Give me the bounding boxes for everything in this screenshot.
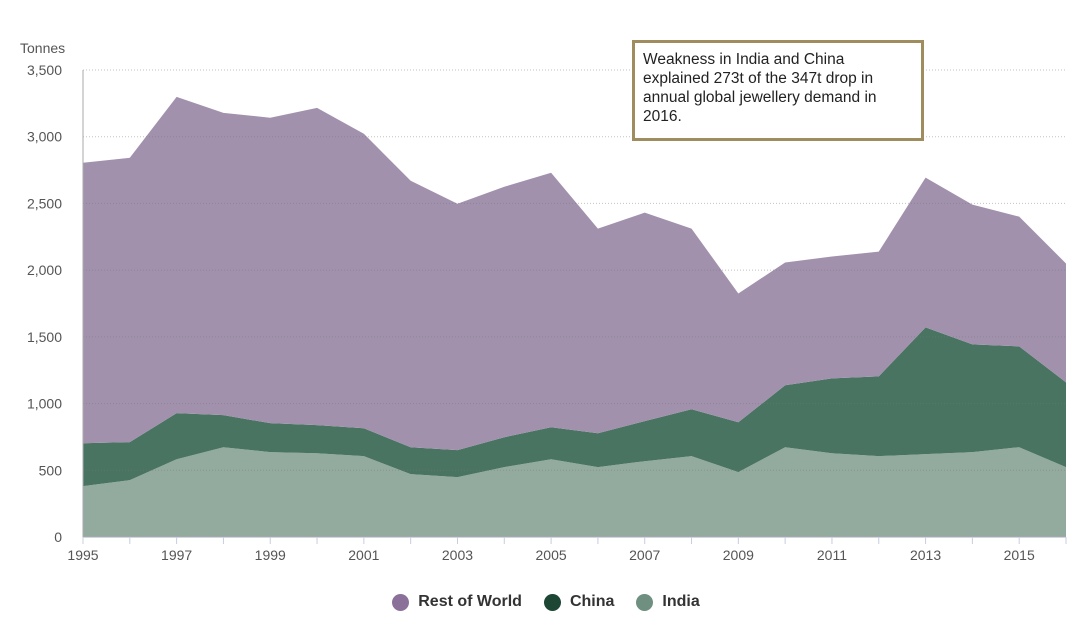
- y-tick-label: 3,500: [27, 62, 62, 78]
- legend-label: Rest of World: [418, 593, 522, 610]
- legend-swatch-rest-of-world: [392, 593, 410, 611]
- y-axis-title: Tonnes: [20, 40, 65, 56]
- legend-label: India: [662, 593, 700, 610]
- y-tick-label: 1,500: [27, 329, 62, 345]
- y-tick-label: 500: [39, 462, 63, 478]
- legend-swatch-india: [636, 593, 654, 611]
- x-tick-label: 1999: [255, 547, 286, 563]
- x-tick-label: 2015: [1004, 547, 1035, 563]
- x-tick-label: 2003: [442, 547, 473, 563]
- y-tick-label: 1,000: [27, 396, 62, 412]
- x-tick-label: 2005: [536, 547, 567, 563]
- x-tick-label: 2001: [348, 547, 379, 563]
- y-tick-label: 2,500: [27, 195, 62, 211]
- legend-item-china[interactable]: China: [543, 593, 615, 611]
- annotation-box: Weakness in India and China explained 27…: [632, 40, 924, 141]
- area-china: [83, 327, 1066, 487]
- y-tick-label: 3,000: [27, 129, 62, 145]
- area-india: [83, 447, 1066, 537]
- x-tick-label: 2007: [629, 547, 660, 563]
- x-tick-label: 2009: [723, 547, 754, 563]
- area-rest-of-world: [83, 96, 1066, 451]
- legend: Rest of World China India: [0, 593, 1092, 611]
- legend-item-rest-of-world[interactable]: Rest of World: [392, 593, 522, 611]
- legend-label: China: [569, 593, 615, 610]
- x-tick-label: 2013: [910, 547, 941, 563]
- y-tick-label: 0: [54, 529, 62, 545]
- x-tick-label: 1997: [161, 547, 192, 563]
- legend-item-india[interactable]: India: [636, 593, 700, 611]
- x-tick-label: 1995: [67, 547, 98, 563]
- legend-swatch-china: [543, 593, 561, 611]
- x-tick-label: 2011: [817, 547, 847, 563]
- y-tick-label: 2,000: [27, 262, 62, 278]
